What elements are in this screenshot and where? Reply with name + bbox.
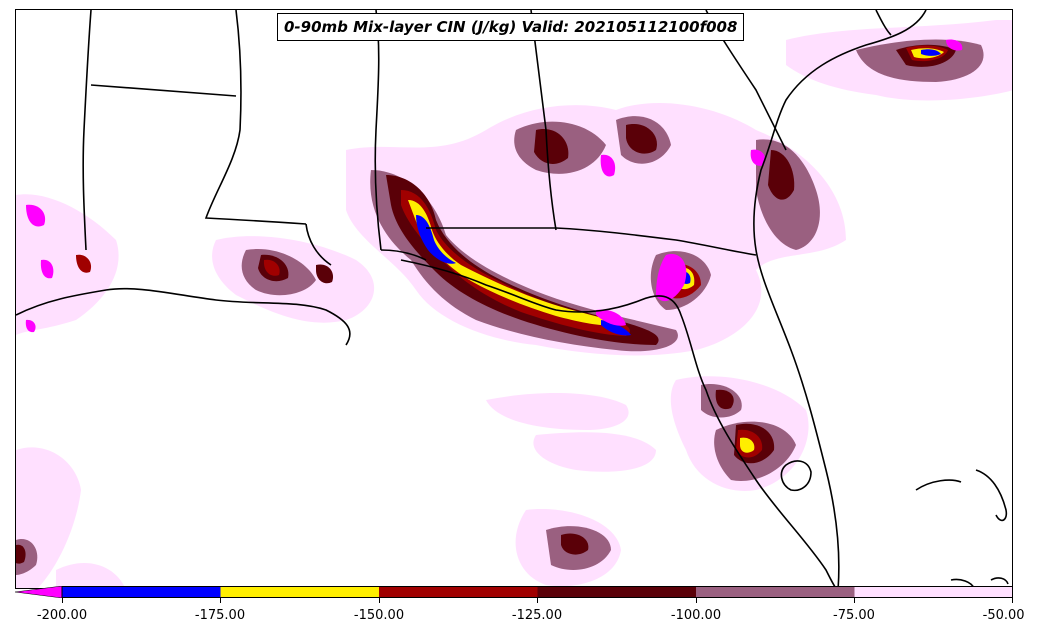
colorbar-segment-175-150 [220,586,379,598]
cin-map [16,10,1012,588]
colorbar-label-5: -75.00 [833,608,875,623]
colorbar-label-0: -200.00 [36,608,88,623]
colorbar-label-6: -50.00 [982,608,1025,623]
colorbar-tick-3 [537,598,538,603]
colorbar-tick-1 [220,598,221,603]
colorbar-segment-200-175 [62,586,221,598]
colorbar-tick-5 [854,598,855,603]
geography-lines [16,10,1009,588]
colorbar-tick-4 [696,598,697,603]
map-title: 0-90mb Mix-layer CIN (J/kg) Valid: 20210… [277,13,745,41]
colorbar-label-2: -150.00 [353,608,405,623]
colorbar-label-1: -175.00 [194,608,246,623]
colorbar-outline [61,586,1013,598]
colorbar-segment-100-75 [696,586,855,598]
colorbar-under-segment [15,586,63,598]
colorbar-segment-75-50 [854,586,1013,598]
colorbar-tick-6 [1012,598,1013,603]
colorbar [15,586,1013,598]
colorbar-segment-125-100 [537,586,696,598]
colorbar-tick-0 [62,598,63,603]
colorbar-segment-150-125 [379,586,538,598]
cin-band-under-200 [25,39,963,333]
colorbar-tick-2 [379,598,380,603]
map-panel [15,9,1013,589]
cin-band-125-100 [16,44,956,564]
colorbar-label-3: -125.00 [511,608,563,623]
colorbar-label-4: -100.00 [670,608,722,623]
